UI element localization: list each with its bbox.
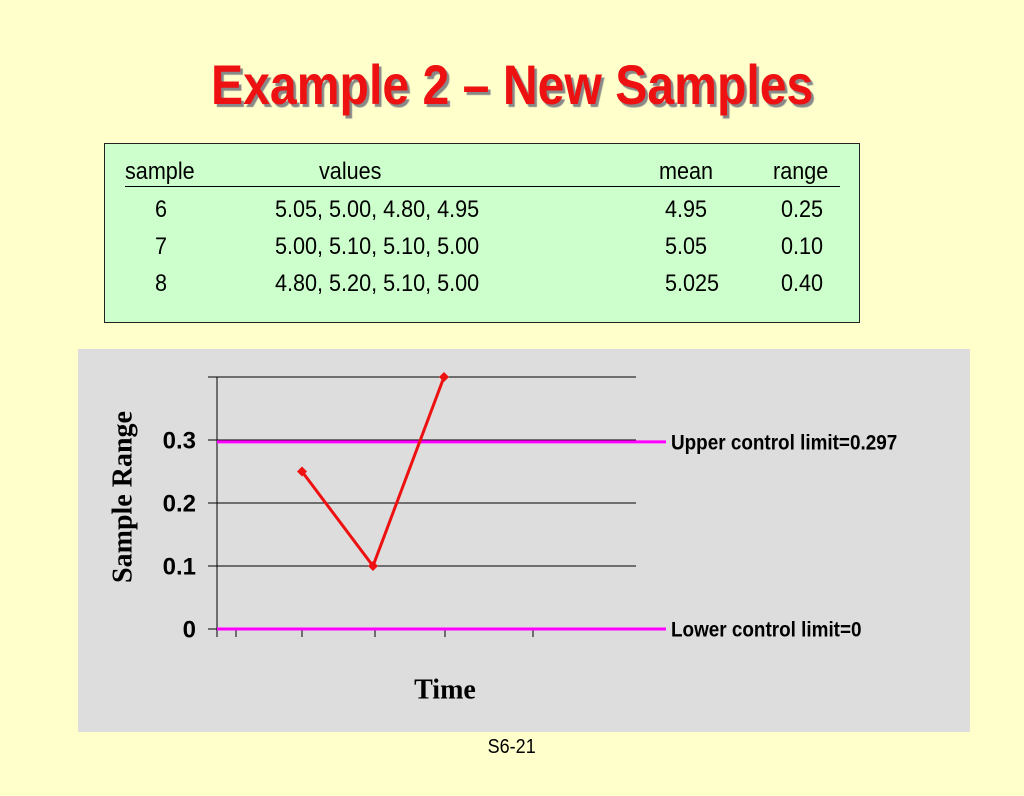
cell: 6: [155, 196, 168, 223]
header-cell: values: [319, 158, 382, 185]
header-rule: [125, 186, 840, 187]
cell: 0.40: [781, 270, 824, 297]
footer-text: S6-21: [487, 736, 537, 758]
y-tick-label: 0.1: [163, 553, 196, 580]
chart-panel: [78, 349, 970, 732]
header-cell: sample: [125, 158, 195, 185]
cell: 4.95: [665, 196, 708, 223]
point: [439, 372, 449, 382]
control-limit-label: Upper control limit=0.297: [671, 432, 897, 455]
point: [368, 561, 378, 571]
cell: 5.025: [665, 270, 720, 297]
cell: 5.05, 5.00, 4.80, 4.95: [275, 196, 480, 223]
x-axis-label: Time: [414, 674, 476, 705]
header-cell: range: [773, 158, 829, 185]
data-table: sample values mean range 6 5.05, 5.00, 4…: [104, 143, 860, 323]
control-limit-label: Lower control limit=0: [671, 619, 862, 642]
cell: 0.25: [781, 196, 824, 223]
y-tick-label: 0.2: [163, 490, 196, 517]
slide-title: Example 2 – New Samples: [0, 52, 1024, 117]
cell: 5.05: [665, 233, 708, 260]
title-text: Example 2 – New Samples: [210, 53, 814, 116]
cell: 5.00, 5.10, 5.10, 5.00: [275, 233, 480, 260]
cell: 4.80, 5.20, 5.10, 5.00: [275, 270, 480, 297]
point: [297, 466, 307, 477]
footer: S6-21: [0, 736, 1024, 759]
y-tick-label: 0.3: [163, 427, 196, 454]
cell: 0.10: [781, 233, 824, 260]
cell: 8: [155, 270, 168, 297]
cell: 7: [155, 233, 168, 260]
y-tick-label: 0: [183, 616, 196, 643]
y-axis-label: Sample Range: [107, 411, 138, 583]
header-cell: mean: [659, 158, 714, 185]
